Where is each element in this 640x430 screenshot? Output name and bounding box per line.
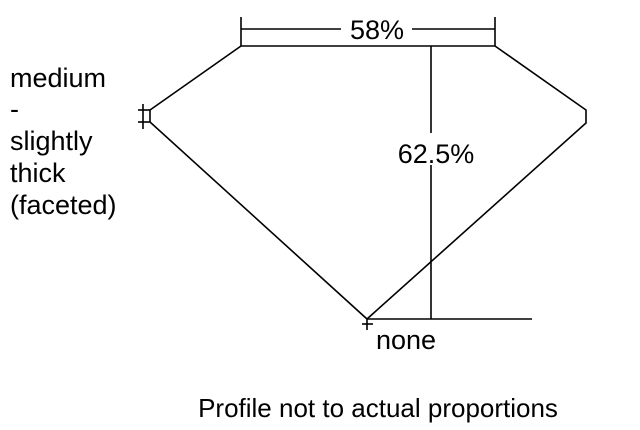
culet-label: none <box>376 325 436 355</box>
depth-percentage-label: 62.5% <box>398 139 475 169</box>
table-percentage-label: 58% <box>350 15 404 45</box>
girdle-label-line-5: (faceted) <box>10 190 117 220</box>
gem-outline <box>149 45 587 321</box>
girdle-label-line-2: - <box>10 94 19 124</box>
caption: Profile not to actual proportions <box>198 393 558 423</box>
girdle-label-line-3: slightly <box>10 126 93 156</box>
girdle-label-line-4: thick <box>10 158 66 188</box>
girdle-label-line-1: medium <box>10 63 106 93</box>
